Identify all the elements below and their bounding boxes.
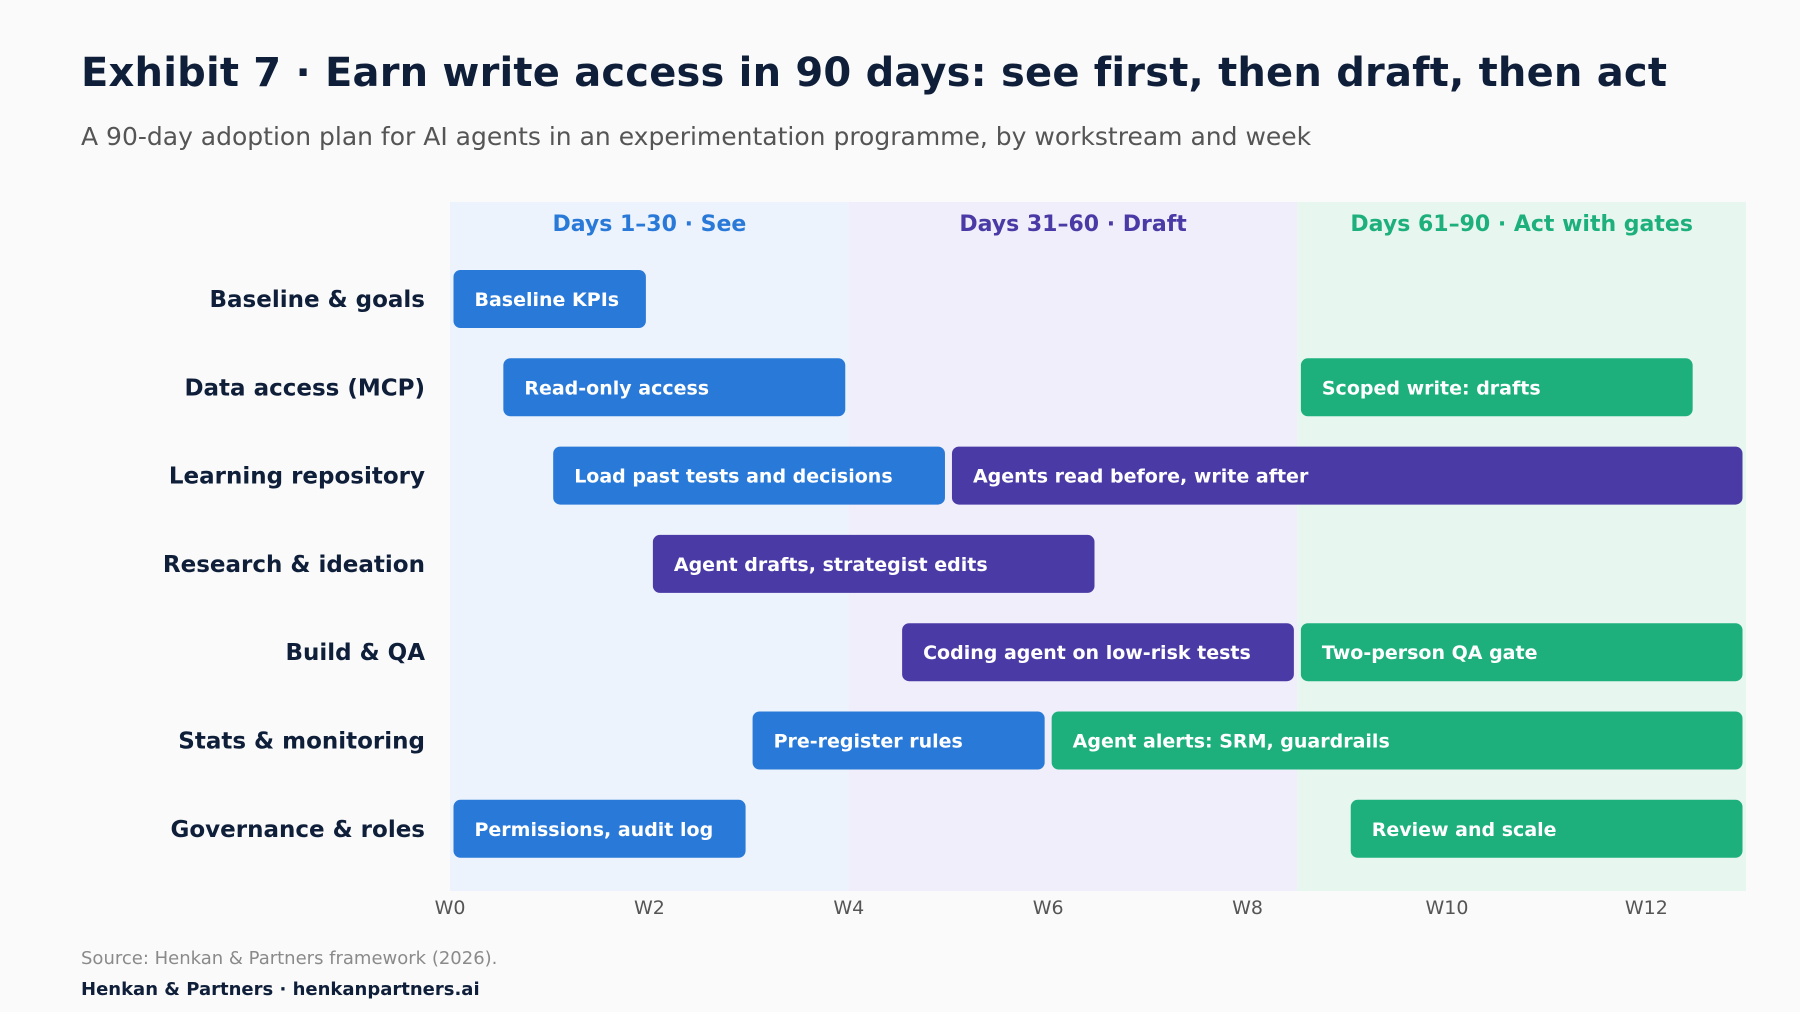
task-bar-rect	[553, 446, 945, 505]
phase-label-0: Days 1–30 · See	[552, 212, 746, 237]
row-label: Baseline & goals	[209, 287, 425, 313]
task-bar: Permissions, audit log	[453, 799, 746, 858]
phase-label-2: Days 61–90 · Act with gates	[1350, 212, 1693, 237]
task-bar: Two-person QA gate	[1300, 623, 1743, 682]
x-tick-label: W6	[1033, 897, 1064, 919]
task-bar-rect	[1300, 358, 1693, 417]
task-bar-rect	[503, 358, 846, 417]
task-label: Baseline KPIs	[475, 289, 620, 311]
task-bar: Pre-register rules	[752, 711, 1045, 770]
task-bar-rect	[951, 446, 1743, 505]
x-tick-label: W10	[1425, 897, 1468, 919]
task-bar: Baseline KPIs	[453, 270, 646, 328]
row-label: Data access (MCP)	[184, 375, 425, 401]
task-label: Load past tests and decisions	[574, 466, 892, 488]
task-bar-rect	[453, 270, 646, 328]
task-bar: Agent alerts: SRM, guardrails	[1051, 711, 1743, 770]
x-tick-label: W0	[435, 897, 466, 919]
task-bar-rect	[1051, 711, 1743, 770]
row-label: Governance & roles	[170, 817, 425, 843]
task-label: Scoped write: drafts	[1322, 377, 1541, 399]
phase-band-2	[1297, 202, 1746, 891]
x-tick-label: W2	[634, 897, 665, 919]
task-bar-rect	[1350, 799, 1743, 858]
source-note: Source: Henkan & Partners framework (202…	[81, 948, 498, 969]
task-label: Pre-register rules	[774, 731, 963, 753]
task-label: Coding agent on low-risk tests	[923, 642, 1251, 664]
task-label: Review and scale	[1372, 819, 1557, 841]
task-bar-rect	[1300, 623, 1743, 682]
chart-title: Exhibit 7 · Earn write access in 90 days…	[81, 50, 1668, 96]
task-bar: Scoped write: drafts	[1300, 358, 1693, 417]
x-tick-label: W4	[833, 897, 864, 919]
task-bar-rect	[453, 799, 746, 858]
task-bar: Agents read before, write after	[951, 446, 1743, 505]
task-label: Permissions, audit log	[475, 819, 714, 841]
chart-subtitle: A 90-day adoption plan for AI agents in …	[81, 122, 1312, 151]
x-tick-label: W12	[1625, 897, 1668, 919]
x-tick-label: W8	[1232, 897, 1263, 919]
row-label: Research & ideation	[163, 552, 425, 578]
task-label: Agent drafts, strategist edits	[674, 554, 988, 576]
row-label: Build & QA	[285, 640, 425, 666]
task-bar: Load past tests and decisions	[553, 446, 945, 505]
task-bar: Review and scale	[1350, 799, 1743, 858]
task-bar: Agent drafts, strategist edits	[652, 534, 1095, 593]
row-label: Stats & monitoring	[178, 729, 425, 755]
task-bar: Coding agent on low-risk tests	[902, 623, 1294, 682]
task-label: Agents read before, write after	[973, 466, 1309, 488]
brand-footer: Henkan & Partners · henkanpartners.ai	[81, 979, 480, 1000]
task-label: Read-only access	[524, 377, 709, 399]
task-bar-rect	[752, 711, 1045, 770]
task-bar-rect	[652, 534, 1095, 593]
phase-label-1: Days 31–60 · Draft	[959, 212, 1187, 237]
task-label: Agent alerts: SRM, guardrails	[1073, 731, 1390, 753]
task-bar-rect	[902, 623, 1294, 682]
row-label: Learning repository	[169, 464, 425, 490]
task-bar: Read-only access	[503, 358, 846, 417]
task-label: Two-person QA gate	[1322, 642, 1538, 664]
